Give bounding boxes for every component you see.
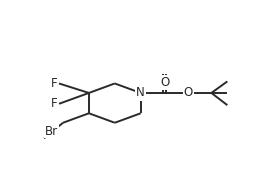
Text: Br: Br [45,125,58,138]
Text: O: O [160,76,169,89]
Text: F: F [50,77,57,90]
Text: N: N [136,86,145,99]
Text: F: F [50,97,57,110]
Text: O: O [184,86,193,99]
